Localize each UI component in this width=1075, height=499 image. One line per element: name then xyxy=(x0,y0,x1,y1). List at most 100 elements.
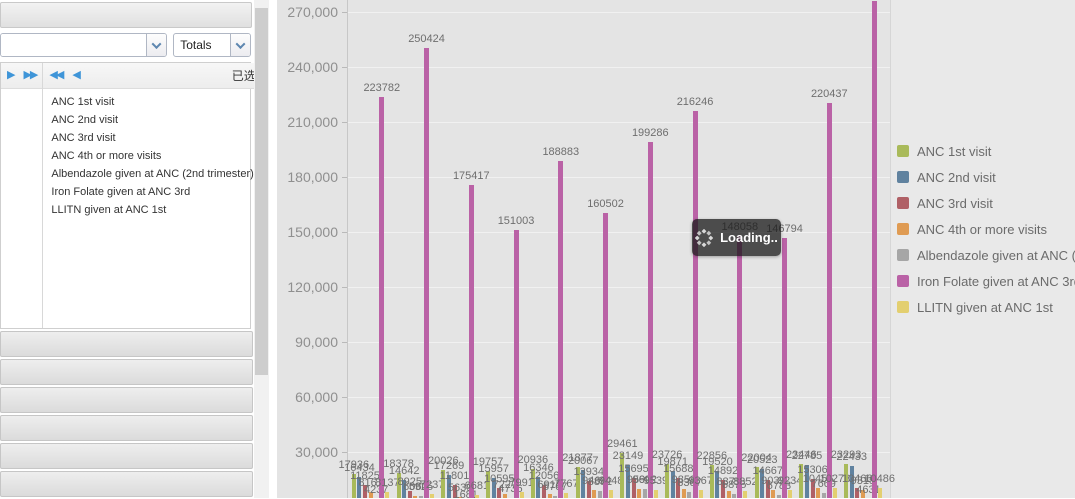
bar-anc-2nd-visit[interactable] xyxy=(625,464,630,498)
bar-anc-4th-or-more-visits[interactable] xyxy=(458,496,463,498)
scrollbar-thumb[interactable] xyxy=(255,8,268,375)
bar-iron-folate-given-at-anc-3rd[interactable] xyxy=(513,230,519,498)
bar-anc-1st-visit[interactable] xyxy=(351,474,356,498)
legend-item[interactable]: ANC 4th or more visits xyxy=(897,216,1075,242)
bar-anc-1st-visit[interactable] xyxy=(530,468,535,498)
bar-albendazole-given-at-anc-2nd-trimester-[interactable] xyxy=(597,490,602,498)
bar-anc-2nd-visit[interactable] xyxy=(849,465,854,498)
bar-llitn-given-at-anc-1st[interactable] xyxy=(474,494,479,498)
list-item[interactable]: ANC 4th or more visits xyxy=(51,150,162,162)
list-item[interactable]: ANC 1st visit xyxy=(51,96,115,108)
bar-anc-2nd-visit[interactable] xyxy=(581,470,586,498)
bar-anc-2nd-visit[interactable] xyxy=(357,476,362,498)
move-right-icon[interactable]: ▶ xyxy=(7,69,16,81)
bar-albendazole-given-at-anc-2nd-trimester-[interactable] xyxy=(642,489,647,498)
vertical-scrollbar[interactable] xyxy=(254,0,269,498)
bar-anc-3rd-visit[interactable] xyxy=(363,485,367,498)
legend-item[interactable]: LLITN given at ANC 1st xyxy=(897,294,1075,320)
bar-llitn-given-at-anc-1st[interactable] xyxy=(698,489,703,498)
legend-item[interactable]: ANC 2nd visit xyxy=(897,164,1075,190)
bar-anc-4th-or-more-visits[interactable] xyxy=(502,493,507,498)
bar-anc-1st-visit[interactable] xyxy=(396,473,401,498)
bar-llitn-given-at-anc-1st[interactable] xyxy=(788,490,793,498)
bar-anc-1st-visit[interactable] xyxy=(709,465,714,498)
bar-anc-2nd-visit[interactable] xyxy=(715,471,720,498)
legend-item[interactable]: Albendazole given at ANC (2nd trimester) xyxy=(897,242,1075,268)
totals-combo-trigger[interactable] xyxy=(230,34,250,56)
accordion-section-header[interactable] xyxy=(0,443,253,469)
bar-anc-4th-or-more-visits[interactable] xyxy=(637,489,642,498)
bar-albendazole-given-at-anc-2nd-trimester-[interactable] xyxy=(776,494,781,498)
accordion-section-header[interactable] xyxy=(0,471,253,497)
bar-iron-folate-given-at-anc-3rd[interactable] xyxy=(737,235,743,498)
bar-albendazole-given-at-anc-2nd-trimester-[interactable] xyxy=(821,492,826,498)
bar-albendazole-given-at-anc-2nd-trimester-[interactable] xyxy=(553,496,558,498)
bar-iron-folate-given-at-anc-3rd[interactable] xyxy=(424,47,430,498)
bar-anc-3rd-visit[interactable] xyxy=(452,485,457,498)
bar-anc-1st-visit[interactable] xyxy=(799,464,804,498)
bar-llitn-given-at-anc-1st[interactable] xyxy=(877,487,882,498)
totals-combo[interactable]: Totals xyxy=(173,33,251,57)
bar-anc-1st-visit[interactable] xyxy=(844,464,849,498)
bar-iron-folate-given-at-anc-3rd[interactable] xyxy=(692,110,698,498)
bar-anc-3rd-visit[interactable] xyxy=(676,478,681,498)
bar-iron-folate-given-at-anc-3rd[interactable] xyxy=(647,141,653,498)
bar-iron-folate-given-at-anc-3rd[interactable] xyxy=(782,237,788,498)
legend-item[interactable]: ANC 3rd visit xyxy=(897,190,1075,216)
bar-llitn-given-at-anc-1st[interactable] xyxy=(653,489,658,498)
bar-anc-4th-or-more-visits[interactable] xyxy=(368,492,373,498)
bar-anc-4th-or-more-visits[interactable] xyxy=(860,489,865,498)
bar-anc-2nd-visit[interactable] xyxy=(670,470,675,498)
bar-anc-1st-visit[interactable] xyxy=(575,466,580,498)
legend-item[interactable]: ANC 1st visit xyxy=(897,138,1075,164)
filter-combo-trigger[interactable] xyxy=(146,34,167,56)
bar-iron-folate-given-at-anc-3rd[interactable] xyxy=(468,185,474,498)
bar-iron-folate-given-at-anc-3rd[interactable] xyxy=(871,0,877,498)
list-item[interactable]: Iron Folate given at ANC 3rd xyxy=(51,186,191,198)
bar-anc-4th-or-more-visits[interactable] xyxy=(413,495,418,498)
bar-anc-3rd-visit[interactable] xyxy=(542,484,546,498)
bar-anc-3rd-visit[interactable] xyxy=(721,479,725,498)
bar-anc-2nd-visit[interactable] xyxy=(446,475,451,498)
bar-anc-4th-or-more-visits[interactable] xyxy=(771,490,776,498)
bar-iron-folate-given-at-anc-3rd[interactable] xyxy=(603,212,609,498)
bar-anc-1st-visit[interactable] xyxy=(754,466,759,498)
bar-anc-2nd-visit[interactable] xyxy=(536,477,541,498)
bar-llitn-given-at-anc-1st[interactable] xyxy=(564,492,569,498)
filter-combo-input[interactable] xyxy=(1,34,147,56)
bar-anc-4th-or-more-visits[interactable] xyxy=(592,489,597,498)
bar-anc-3rd-visit[interactable] xyxy=(765,480,770,498)
bar-llitn-given-at-anc-1st[interactable] xyxy=(743,490,748,498)
move-all-left-icon[interactable]: ◀◀ xyxy=(49,69,64,81)
bar-anc-3rd-visit[interactable] xyxy=(497,487,502,498)
bar-albendazole-given-at-anc-2nd-trimester-[interactable] xyxy=(732,494,737,498)
bar-anc-4th-or-more-visits[interactable] xyxy=(547,494,552,498)
bar-anc-1st-visit[interactable] xyxy=(486,470,491,498)
bar-llitn-given-at-anc-1st[interactable] xyxy=(519,492,524,498)
bar-llitn-given-at-anc-1st[interactable] xyxy=(430,493,435,498)
bar-anc-3rd-visit[interactable] xyxy=(586,481,591,498)
bar-llitn-given-at-anc-1st[interactable] xyxy=(385,492,390,498)
bar-llitn-given-at-anc-1st[interactable] xyxy=(609,489,614,498)
bar-anc-3rd-visit[interactable] xyxy=(631,478,636,498)
bar-anc-1st-visit[interactable] xyxy=(665,463,670,498)
list-item[interactable]: ANC 2nd visit xyxy=(51,114,119,126)
bar-iron-folate-given-at-anc-3rd[interactable] xyxy=(558,160,564,498)
bar-anc-4th-or-more-visits[interactable] xyxy=(816,487,821,498)
list-item[interactable]: Albendazole given at ANC (2nd trimester) xyxy=(51,168,254,180)
bar-iron-folate-given-at-anc-3rd[interactable] xyxy=(379,96,385,498)
filter-combo[interactable] xyxy=(0,33,168,57)
accordion-section-header[interactable] xyxy=(0,331,253,357)
move-all-right-icon[interactable]: ▶▶ xyxy=(23,69,38,81)
bar-anc-3rd-visit[interactable] xyxy=(810,478,815,498)
accordion-section-header[interactable] xyxy=(0,415,253,441)
list-item[interactable]: LLITN given at ANC 1st xyxy=(51,204,167,216)
move-left-icon[interactable]: ◀ xyxy=(72,69,81,81)
bar-anc-4th-or-more-visits[interactable] xyxy=(726,490,731,498)
bar-anc-2nd-visit[interactable] xyxy=(491,477,496,498)
bar-albendazole-given-at-anc-2nd-trimester-[interactable] xyxy=(687,491,692,498)
bar-anc-3rd-visit[interactable] xyxy=(855,487,860,498)
bar-anc-2nd-visit[interactable] xyxy=(402,480,407,498)
bar-anc-1st-visit[interactable] xyxy=(620,452,625,498)
legend-item[interactable]: Iron Folate given at ANC 3rd xyxy=(897,268,1075,294)
